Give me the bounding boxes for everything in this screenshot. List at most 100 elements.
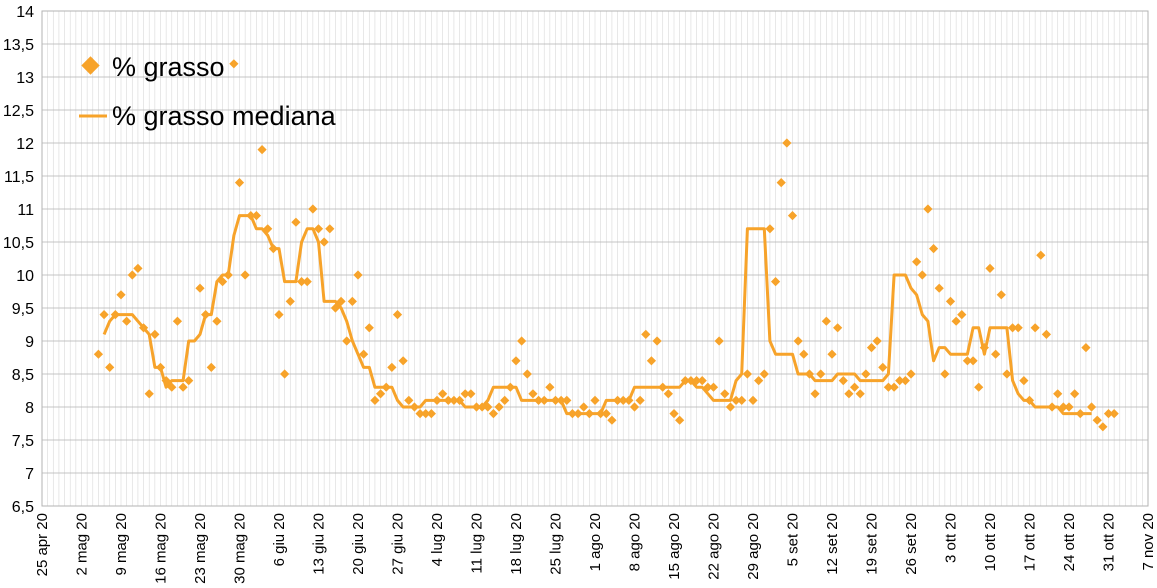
x-tick-label: 23 mag 20	[192, 513, 209, 584]
data-point	[313, 224, 324, 234]
data-point	[957, 310, 967, 320]
data-point	[291, 217, 301, 227]
y-tick-label: 6,5	[12, 499, 34, 516]
data-point	[584, 409, 594, 419]
data-point	[714, 336, 724, 346]
data-point	[172, 316, 183, 326]
data-point	[359, 349, 369, 359]
data-point	[979, 343, 989, 353]
data-point	[675, 415, 685, 425]
y-tick-label: 8	[25, 400, 34, 417]
data-point	[691, 376, 702, 386]
data-point	[799, 349, 809, 359]
x-tick-label: 20 giu 20	[350, 513, 367, 575]
data-point	[985, 263, 995, 273]
data-point	[167, 382, 177, 392]
data-point	[500, 395, 510, 405]
data-point	[127, 270, 137, 280]
data-point	[866, 343, 877, 353]
x-tick-label: 3 ott 20	[943, 513, 960, 563]
data-point	[347, 296, 357, 306]
data-point	[776, 178, 786, 188]
data-point	[178, 382, 188, 392]
data-point	[1086, 402, 1097, 412]
data-point	[1064, 402, 1074, 412]
data-point	[708, 382, 719, 392]
data-point	[838, 376, 848, 386]
data-point	[539, 395, 549, 405]
data-point	[1041, 329, 1052, 339]
data-point	[912, 257, 922, 267]
data-point	[330, 303, 341, 313]
data-point	[268, 244, 278, 254]
data-point	[201, 310, 211, 320]
data-point	[206, 362, 216, 372]
legend-label-mediana: % grasso mediana	[112, 101, 337, 131]
data-point	[404, 395, 414, 405]
data-point	[296, 277, 307, 287]
x-tick-label: 8 ago 20	[627, 513, 644, 571]
data-point	[844, 389, 854, 399]
data-point	[765, 224, 775, 234]
data-point	[872, 336, 882, 346]
data-point	[511, 356, 521, 366]
data-point	[883, 382, 894, 392]
data-point	[934, 283, 944, 293]
y-axis: 6,5 7 7,5 8 8,5 9 9,5 10 10,5 11 11,5 12 12,5 13 13,5 1…	[3, 4, 34, 516]
x-tick-label: 6 giu 20	[271, 513, 288, 566]
data-point	[787, 211, 798, 221]
data-point	[1030, 323, 1040, 333]
data-point	[816, 369, 826, 379]
data-point	[1092, 415, 1102, 425]
y-tick-label: 13	[16, 70, 34, 87]
data-point	[116, 290, 126, 300]
data-point	[652, 336, 662, 346]
data-point	[754, 376, 764, 386]
data-point	[940, 369, 950, 379]
data-point	[443, 395, 453, 405]
data-point	[658, 382, 668, 392]
data-point	[336, 296, 346, 306]
data-point	[246, 211, 256, 221]
data-point	[573, 409, 583, 419]
data-point	[900, 376, 910, 386]
y-tick-label: 14	[16, 4, 34, 21]
data-point	[962, 356, 973, 366]
data-point	[471, 402, 482, 412]
y-tick-label: 7	[25, 466, 34, 483]
data-point	[274, 310, 284, 320]
data-point	[861, 369, 871, 379]
data-point	[641, 329, 651, 339]
data-point	[951, 316, 961, 326]
data-point	[370, 395, 380, 405]
data-point	[1013, 323, 1023, 333]
data-point	[612, 395, 623, 405]
y-tick-label: 8,5	[12, 367, 34, 384]
data-point	[99, 310, 109, 320]
data-point	[1002, 369, 1012, 379]
y-tick-label: 10	[16, 268, 34, 285]
data-point	[878, 362, 888, 372]
data-point	[93, 349, 104, 359]
data-point	[1007, 323, 1018, 333]
data-point	[782, 138, 792, 148]
data-point	[234, 178, 245, 188]
data-point	[392, 310, 403, 320]
data-point	[505, 382, 515, 392]
data-point	[1070, 389, 1080, 399]
x-tick-label: 26 set 20	[903, 513, 920, 575]
data-point	[1036, 250, 1046, 260]
data-point	[105, 362, 115, 372]
data-point	[629, 402, 640, 412]
y-tick-label: 10,5	[3, 235, 34, 252]
data-point	[680, 376, 690, 386]
data-point	[150, 329, 160, 339]
x-tick-label: 18 lug 20	[508, 513, 525, 575]
x-tick-label: 11 lug 20	[469, 513, 486, 574]
y-tick-label: 11	[17, 202, 34, 219]
plot-frame	[41, 10, 1149, 507]
x-tick-label: 4 lug 20	[429, 513, 446, 566]
data-point	[697, 376, 707, 386]
data-point	[590, 395, 600, 405]
